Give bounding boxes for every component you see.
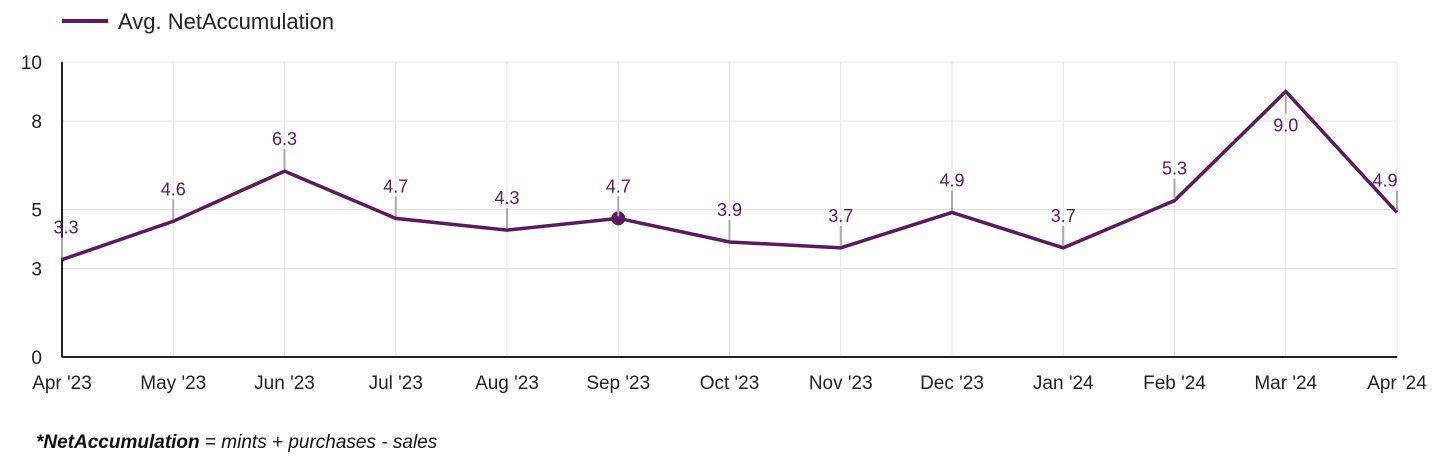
legend[interactable]: Avg. NetAccumulation — [62, 9, 334, 34]
x-tick-label: Aug '23 — [475, 373, 539, 394]
x-tick-label: Jul '23 — [369, 373, 423, 394]
series-line-group — [61, 88, 1399, 262]
y-tick-label: 10 — [21, 53, 42, 74]
x-tick-label: Nov '23 — [809, 373, 873, 394]
data-label: 3.7 — [828, 206, 853, 226]
x-tick-label: Dec '23 — [920, 373, 984, 394]
line-chart: Avg. NetAccumulation 0 3 5 8 10 Apr '23 May '… — [21, 9, 1427, 394]
x-tick-label: Jun '23 — [254, 373, 315, 394]
x-tick-label: Feb '24 — [1143, 373, 1206, 394]
footnote-term: *NetAccumulation — [36, 432, 200, 453]
y-tick-label: 8 — [31, 112, 42, 133]
data-label: 4.9 — [939, 170, 964, 190]
x-axis-ticks: Apr '23 May '23 Jun '23 Jul '23 Aug '23 Sep '… — [32, 373, 1427, 394]
data-label: 4.3 — [494, 188, 519, 208]
x-tick-label: Apr '24 — [1367, 373, 1427, 394]
data-label: 9.0 — [1273, 116, 1298, 136]
data-label: 3.3 — [53, 218, 78, 238]
y-tick-label: 3 — [31, 260, 42, 281]
x-tick-label: Mar '24 — [1254, 373, 1317, 394]
x-tick-label: Apr '23 — [32, 373, 92, 394]
footnote: *NetAccumulation = mints + purchases - s… — [36, 432, 437, 454]
axes — [61, 62, 1397, 358]
data-label: 4.9 — [1372, 170, 1397, 190]
highlighted-point — [611, 211, 626, 226]
data-label: 4.6 — [161, 179, 186, 199]
data-label: 4.7 — [383, 176, 408, 196]
y-tick-label: 5 — [31, 201, 42, 222]
y-axis-ticks: 0 3 5 8 10 — [21, 53, 42, 369]
data-label: 5.3 — [1162, 159, 1187, 179]
data-labels: 3.3 4.6 6.3 4.7 4.3 4.7 3.9 3.7 4.9 3.7 5.3 9.0 4.9 — [53, 95, 1398, 258]
series-line — [61, 88, 1399, 262]
data-label: 4.7 — [606, 176, 631, 196]
x-tick-label: Oct '23 — [700, 373, 760, 394]
legend-label: Avg. NetAccumulation — [118, 9, 334, 34]
x-tick-label: May '23 — [140, 373, 206, 394]
x-tick-label: Sep '23 — [586, 373, 650, 394]
data-label: 3.7 — [1051, 206, 1076, 226]
data-label: 6.3 — [272, 129, 297, 149]
x-tick-label: Jan '24 — [1033, 373, 1094, 394]
footnote-definition: = mints + purchases - sales — [199, 432, 438, 453]
data-label: 3.9 — [717, 200, 742, 220]
y-tick-label: 0 — [31, 348, 42, 369]
